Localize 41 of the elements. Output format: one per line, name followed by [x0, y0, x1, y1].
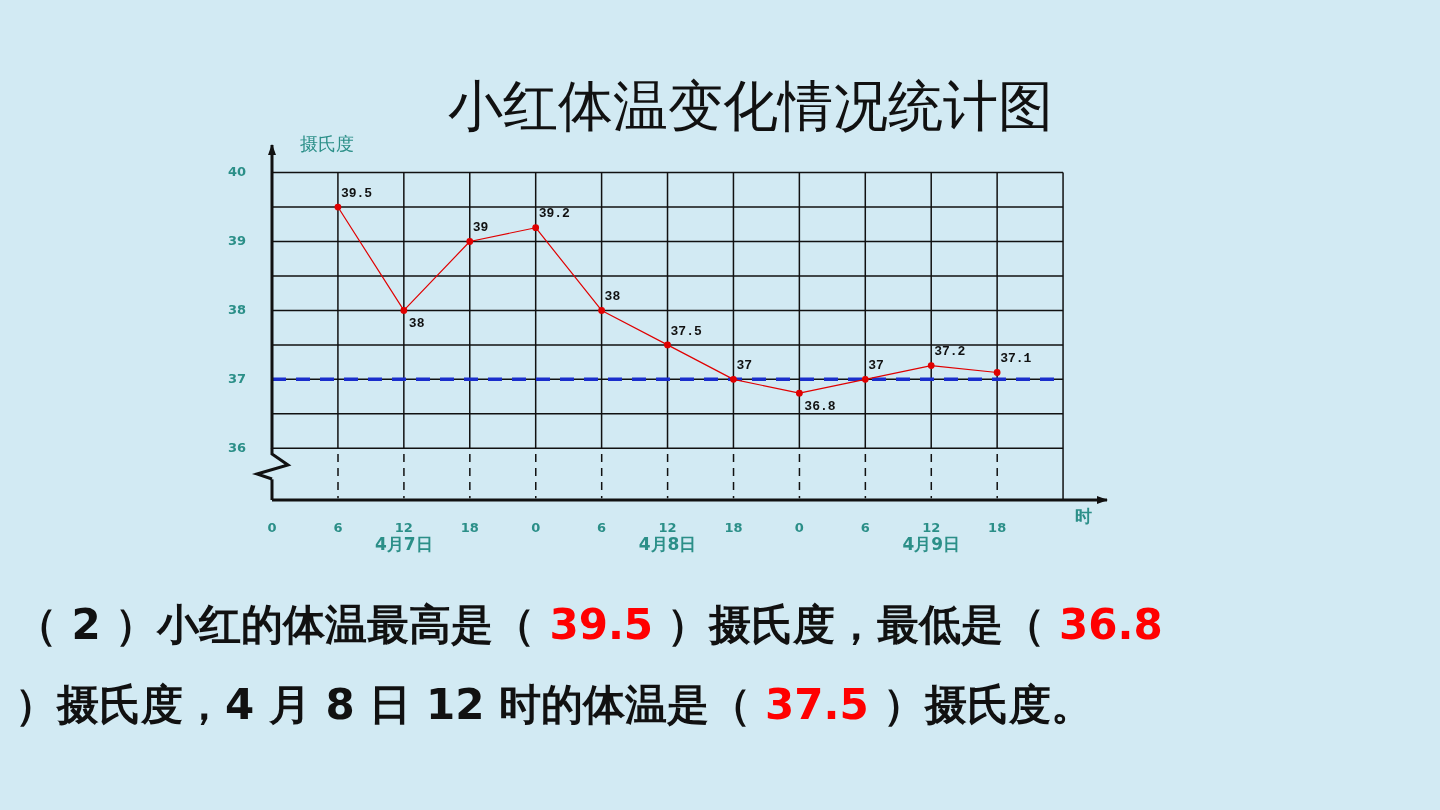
data-label: 37.1	[1000, 351, 1032, 367]
text: ）摄氏度。	[882, 679, 1093, 731]
y-tick-label: 38	[227, 301, 246, 317]
text: 4月8日	[638, 534, 697, 555]
x-tick-label: 6	[597, 520, 607, 536]
x-tick-label: 6	[333, 520, 343, 536]
x-tick-label: 18	[988, 520, 1007, 536]
data-label: 38	[408, 316, 425, 332]
data-label: 37.5	[670, 323, 702, 339]
x-axis-title: 时	[1074, 506, 1092, 527]
y-tick-label: 39	[227, 232, 246, 248]
text: ）摄氏度，最低是（	[667, 599, 1046, 651]
x-tick-label: 18	[724, 520, 743, 536]
x-tick-label: 12	[658, 520, 677, 536]
data-label: 39	[472, 220, 489, 236]
x-tick-label: 0	[794, 520, 804, 536]
x-tick-label: 0	[267, 520, 277, 536]
y-tick-label: 37	[227, 370, 246, 386]
text: ）摄氏度，4 月 8 日 12 时的体温是（	[15, 679, 752, 731]
y-axis-title: 摄氏度	[300, 132, 354, 154]
x-tick-label: 12	[922, 520, 941, 536]
x-tick-label: 12	[394, 520, 413, 536]
text: 39.5	[549, 599, 654, 651]
x-tick-label: 6	[860, 520, 870, 536]
data-label: 37	[736, 358, 753, 374]
text: 4月7日	[375, 534, 433, 555]
chart-title: 小红体温变化情况统计图	[447, 74, 1053, 138]
x-tick-label: 18	[460, 520, 479, 536]
data-label: 36.8	[804, 398, 836, 414]
text: 37.5	[765, 679, 869, 731]
data-label: 37.2	[934, 344, 966, 360]
data-label: 38	[604, 289, 621, 305]
data-label: 39.2	[538, 206, 571, 222]
y-tick-label: 40	[227, 163, 246, 179]
data-label: 37	[868, 358, 884, 374]
x-tick-label: 0	[531, 520, 541, 536]
text: 36.8	[1059, 599, 1163, 651]
data-label: 39.5	[340, 185, 373, 201]
text: 4月9日	[902, 534, 961, 555]
text: （ 2 ）小红的体温最高是（	[15, 599, 536, 651]
y-tick-label: 36	[227, 439, 246, 455]
